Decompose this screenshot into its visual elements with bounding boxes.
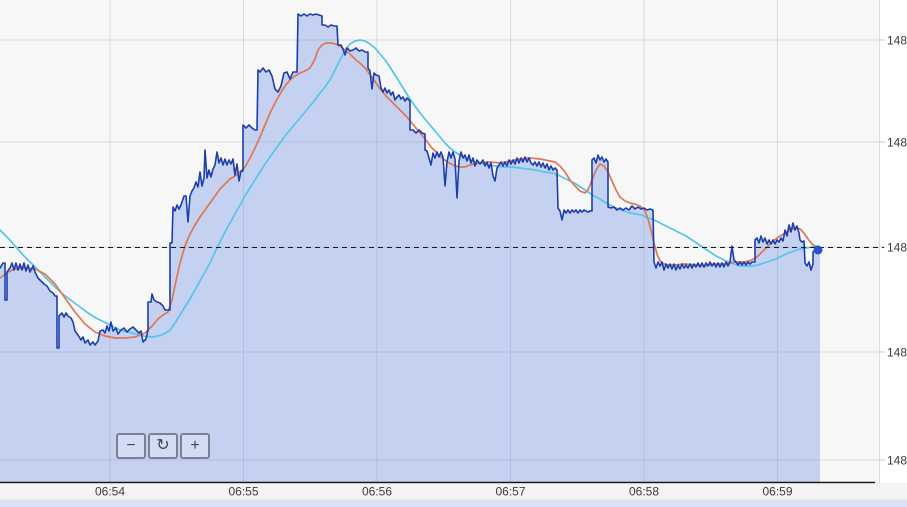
zoom-out-button[interactable]: −	[116, 433, 146, 459]
y-axis-label: 148	[887, 241, 907, 255]
ma-slow-line	[0, 39, 819, 338]
plus-icon: +	[190, 437, 200, 454]
x-axis-label: 06:55	[228, 485, 258, 499]
refresh-icon: ↻	[156, 437, 170, 454]
reset-zoom-button[interactable]: ↻	[148, 433, 178, 459]
y-axis-label: 148	[887, 346, 907, 360]
x-axis-label: 06:59	[762, 485, 792, 499]
y-axis-label: 148	[887, 136, 907, 150]
x-axis-label: 06:57	[495, 485, 525, 499]
bottom-strip	[0, 499, 907, 507]
y-axis-label: 148	[887, 454, 907, 468]
current-price-marker	[813, 245, 823, 255]
zoom-controls: − ↻ +	[116, 433, 210, 459]
x-axis-label: 06:58	[629, 485, 659, 499]
x-axis-band	[0, 483, 907, 500]
x-axis-label: 06:56	[362, 485, 392, 499]
price-line	[0, 13, 819, 349]
zoom-in-button[interactable]: +	[180, 433, 210, 459]
y-axis-gutter	[879, 0, 907, 483]
x-axis-label: 06:54	[95, 485, 125, 499]
y-axis-label: 148	[887, 34, 907, 48]
minus-icon: −	[126, 437, 136, 454]
